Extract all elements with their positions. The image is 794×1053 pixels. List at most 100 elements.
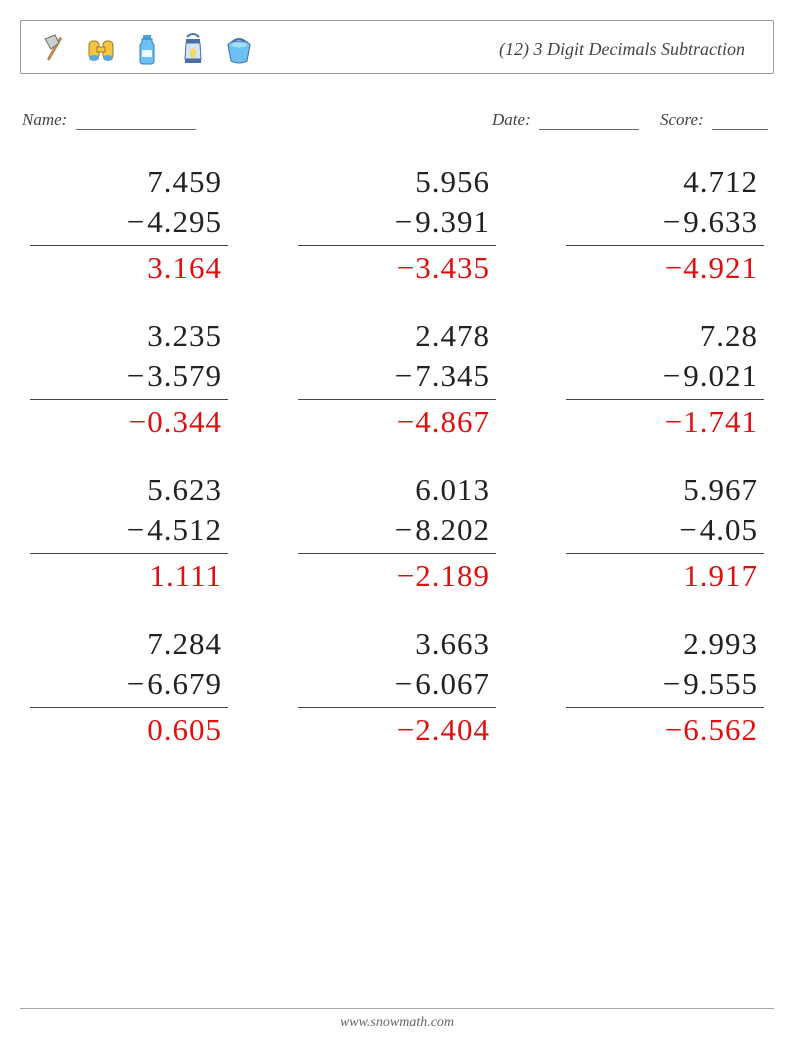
problem-rule — [30, 245, 228, 246]
subtrahend: 4.512 — [147, 510, 222, 550]
problems-grid: 7.459−4.2953.1645.956−9.391−3.4354.712−9… — [30, 162, 764, 750]
score-label: Score: — [660, 110, 704, 129]
subtrahend: 3.579 — [147, 356, 222, 396]
problem-rule — [30, 707, 228, 708]
binoculars-icon — [85, 33, 117, 65]
name-field: Name: — [22, 110, 200, 130]
subtrahend: 6.679 — [147, 664, 222, 704]
answer: −3.435 — [298, 248, 496, 288]
subtrahend-row: −9.633 — [566, 202, 764, 242]
answer: −0.344 — [30, 402, 228, 442]
subtrahend: 4.05 — [700, 510, 758, 550]
subtrahend-row: −4.295 — [30, 202, 228, 242]
worksheet-title: (12) 3 Digit Decimals Subtraction — [499, 39, 755, 60]
answer: −6.562 — [566, 710, 764, 750]
answer: 0.605 — [30, 710, 228, 750]
operator: − — [395, 356, 413, 396]
subtrahend: 9.021 — [683, 356, 758, 396]
problem: 5.623−4.5121.111 — [30, 470, 228, 596]
problem-rule — [298, 245, 496, 246]
subtrahend: 8.202 — [415, 510, 490, 550]
subtrahend: 9.555 — [683, 664, 758, 704]
answer: 3.164 — [30, 248, 228, 288]
date-score: Date: Score: — [492, 110, 772, 130]
problem: 7.459−4.295 3.164 — [30, 162, 228, 288]
lantern-icon — [177, 33, 209, 65]
problem-rule — [298, 553, 496, 554]
problem: 5.967−4.051.917 — [566, 470, 764, 596]
subtrahend: 9.391 — [415, 202, 490, 242]
subtrahend-row: −9.021 — [566, 356, 764, 396]
footer-text: www.snowmath.com — [340, 1015, 454, 1030]
subtrahend-row: −9.391 — [298, 202, 496, 242]
problem: 6.013−8.202 −2.189 — [298, 470, 496, 596]
name-blank[interactable] — [76, 115, 196, 130]
problem: 2.993−9.555 −6.562 — [566, 624, 764, 750]
minuend: 7.28 — [566, 316, 764, 356]
answer: −2.404 — [298, 710, 496, 750]
problem: 5.956−9.391 −3.435 — [298, 162, 496, 288]
operator: − — [127, 356, 145, 396]
minuend: 3.663 — [298, 624, 496, 664]
answer: −1.741 — [566, 402, 764, 442]
operator: − — [663, 202, 681, 242]
bottle-icon — [131, 33, 163, 65]
worksheet-page: (12) 3 Digit Decimals Subtraction Name: … — [0, 0, 794, 1053]
subtrahend-row: −4.05 — [566, 510, 764, 550]
problem-rule — [566, 707, 764, 708]
operator: − — [127, 202, 145, 242]
header-icons — [39, 33, 255, 65]
minuend: 5.623 — [30, 470, 228, 510]
subtrahend: 9.633 — [683, 202, 758, 242]
name-label: Name: — [22, 110, 67, 129]
subtrahend-row: −4.512 — [30, 510, 228, 550]
minuend: 2.478 — [298, 316, 496, 356]
problem: 4.712−9.633−4.921 — [566, 162, 764, 288]
footer-rule — [20, 1008, 774, 1009]
footer: www.snowmath.com — [0, 1008, 794, 1031]
problem-rule — [566, 399, 764, 400]
problem-rule — [30, 399, 228, 400]
minuend: 7.284 — [30, 624, 228, 664]
subtrahend-row: −9.555 — [566, 664, 764, 704]
subtrahend-row: −3.579 — [30, 356, 228, 396]
problem: 7.284−6.679 0.605 — [30, 624, 228, 750]
problem-rule — [30, 553, 228, 554]
score-blank[interactable] — [712, 115, 768, 130]
minuend: 3.235 — [30, 316, 228, 356]
operator: − — [679, 510, 697, 550]
subtrahend-row: −7.345 — [298, 356, 496, 396]
problem: 3.235−3.579 −0.344 — [30, 316, 228, 442]
operator: − — [127, 510, 145, 550]
problem-rule — [566, 553, 764, 554]
subtrahend: 7.345 — [415, 356, 490, 396]
header-frame: (12) 3 Digit Decimals Subtraction — [20, 20, 774, 74]
operator: − — [395, 202, 413, 242]
date-blank[interactable] — [539, 115, 639, 130]
answer: −2.189 — [298, 556, 496, 596]
problem-rule — [566, 245, 764, 246]
operator: − — [663, 664, 681, 704]
problem: 2.478−7.345 −4.867 — [298, 316, 496, 442]
operator: − — [395, 510, 413, 550]
minuend: 6.013 — [298, 470, 496, 510]
answer: −4.921 — [566, 248, 764, 288]
minuend: 5.956 — [298, 162, 496, 202]
minuend: 7.459 — [30, 162, 228, 202]
answer: −4.867 — [298, 402, 496, 442]
header: (12) 3 Digit Decimals Subtraction — [39, 33, 755, 65]
date-label: Date: — [492, 110, 531, 129]
problem: 7.28−9.021 −1.741 — [566, 316, 764, 442]
problem-rule — [298, 707, 496, 708]
subtrahend-row: −6.067 — [298, 664, 496, 704]
operator: − — [395, 664, 413, 704]
subtrahend: 4.295 — [147, 202, 222, 242]
subtrahend-row: −8.202 — [298, 510, 496, 550]
operator: − — [127, 664, 145, 704]
subtrahend: 6.067 — [415, 664, 490, 704]
axe-icon — [39, 33, 71, 65]
minuend: 2.993 — [566, 624, 764, 664]
problem-rule — [298, 399, 496, 400]
problem: 3.663−6.067 −2.404 — [298, 624, 496, 750]
minuend: 5.967 — [566, 470, 764, 510]
